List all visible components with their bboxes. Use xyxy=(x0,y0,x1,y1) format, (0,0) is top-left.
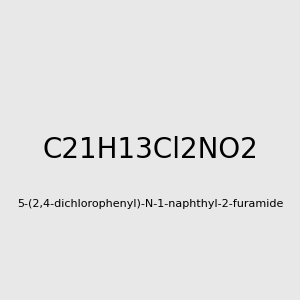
Text: 5-(2,4-dichlorophenyl)-N-1-naphthyl-2-furamide: 5-(2,4-dichlorophenyl)-N-1-naphthyl-2-fu… xyxy=(17,199,283,209)
Text: C21H13Cl2NO2: C21H13Cl2NO2 xyxy=(42,136,258,164)
